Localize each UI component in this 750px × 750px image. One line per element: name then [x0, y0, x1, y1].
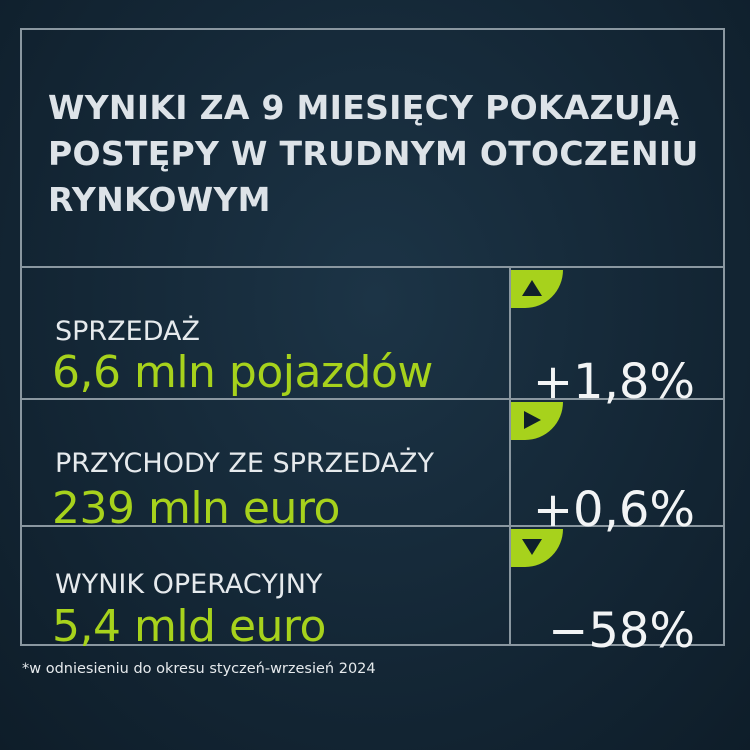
- metric-row-operating-result: WYNIK OPERACYJNY 5,4 mld euro −58%: [22, 527, 723, 659]
- metric-change: −58%: [548, 603, 695, 659]
- metric-row-sales: SPRZEDAŻ 6,6 mln pojazdów +1,8%: [22, 268, 723, 410]
- divider: [22, 266, 723, 268]
- metric-value: 239 mln euro: [52, 483, 340, 534]
- trend-badge: [511, 529, 563, 567]
- divider: [22, 398, 723, 400]
- metric-change: +0,6%: [532, 482, 695, 538]
- metric-change: +1,8%: [532, 354, 695, 410]
- metric-label: PRZYCHODY ZE SPRZEDAŻY: [55, 448, 435, 479]
- metric-value: 5,4 mld euro: [52, 601, 326, 652]
- triangle-right-icon: [524, 411, 541, 429]
- results-card: WYNIKI ZA 9 MIESIĘCY POKAZUJĄ POSTĘPY W …: [20, 28, 725, 659]
- column-divider: [509, 268, 511, 646]
- triangle-up-icon: [522, 280, 542, 296]
- metric-row-revenue: PRZYCHODY ZE SPRZEDAŻY 239 mln euro +0,6…: [22, 400, 723, 538]
- trend-badge: [511, 402, 563, 440]
- triangle-down-icon: [522, 539, 542, 555]
- metric-label: WYNIK OPERACYJNY: [55, 569, 323, 600]
- metric-label: SPRZEDAŻ: [55, 316, 201, 347]
- metric-value: 6,6 mln pojazdów: [52, 347, 433, 398]
- divider: [22, 525, 723, 527]
- headline: WYNIKI ZA 9 MIESIĘCY POKAZUJĄ POSTĘPY W …: [48, 88, 699, 219]
- trend-badge: [511, 270, 563, 308]
- footnote: *w odniesieniu do okresu styczeń-wrzesie…: [22, 661, 376, 677]
